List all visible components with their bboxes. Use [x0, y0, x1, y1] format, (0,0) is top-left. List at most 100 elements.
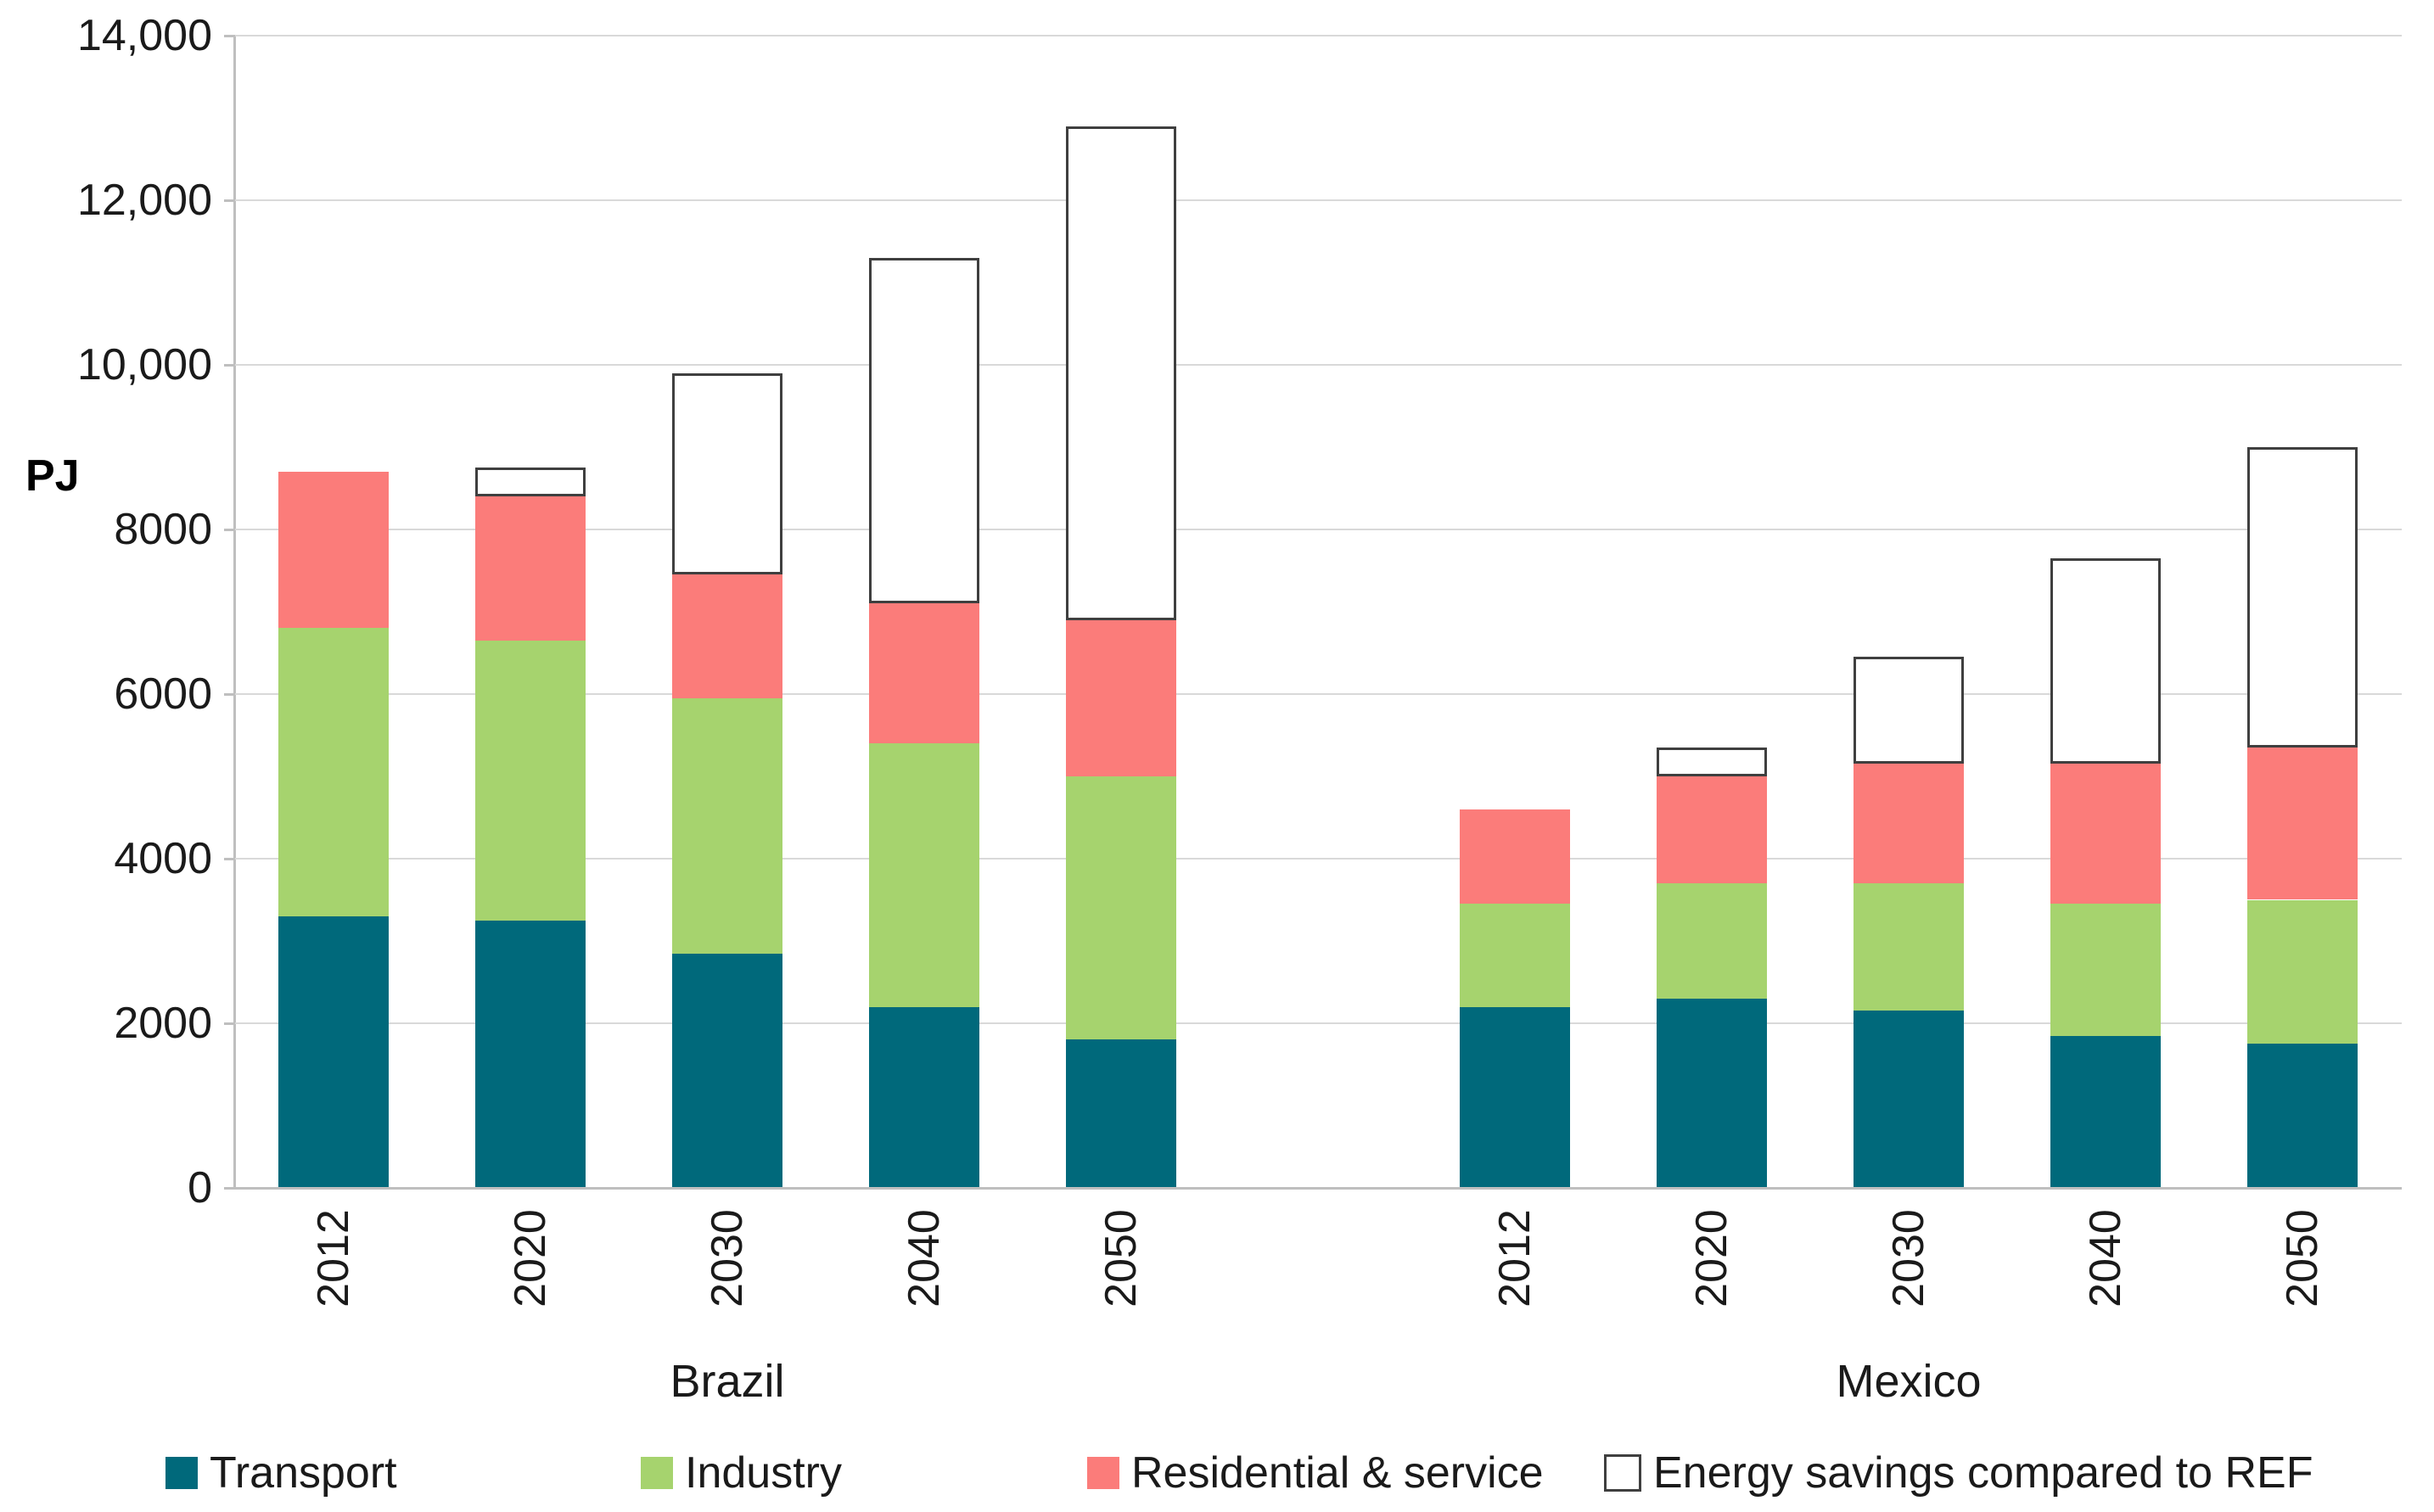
- segment-mexico-2020-industry: [1657, 883, 1767, 999]
- x-tick-label-mexico-2050: 2050: [2278, 1209, 2327, 1308]
- y-axis-line: [233, 36, 236, 1188]
- gridline-10000: [235, 364, 2402, 366]
- segment-mexico-2020-transport: [1657, 998, 1767, 1188]
- x-tick-label-mexico-2040: 2040: [2081, 1209, 2130, 1308]
- group-label-mexico: Mexico: [1836, 1356, 1982, 1407]
- y-axis-unit-label: PJ: [25, 451, 80, 501]
- bar-mexico-2040: [2050, 36, 2161, 1188]
- segment-brazil-2040-residential: [869, 603, 979, 744]
- x-tick-label-brazil-2012: 2012: [309, 1209, 358, 1308]
- segment-brazil-2020-savings: [475, 468, 586, 497]
- bar-brazil-2012: [278, 36, 389, 1188]
- bar-brazil-2040: [869, 36, 979, 1188]
- segment-mexico-2040-residential: [2050, 764, 2161, 904]
- legend-label: Industry: [685, 1448, 842, 1498]
- y-tick-label-14000: 14,000: [76, 11, 212, 60]
- gridline-4000: [235, 858, 2402, 860]
- segment-brazil-2040-savings: [869, 257, 979, 604]
- y-tick-0: [224, 1187, 235, 1190]
- segment-brazil-2050-residential: [1066, 619, 1176, 776]
- segment-mexico-2030-residential: [1854, 764, 1964, 884]
- segment-brazil-2030-savings: [672, 372, 782, 575]
- segment-brazil-2030-residential: [672, 574, 782, 698]
- segment-brazil-2030-industry: [672, 697, 782, 954]
- y-tick-label-12000: 12,000: [76, 176, 212, 225]
- y-tick-label-6000: 6000: [114, 669, 212, 719]
- segment-brazil-2040-industry: [869, 743, 979, 1007]
- energy-savings-swatch-icon: [1604, 1454, 1641, 1492]
- y-tick-6000: [224, 693, 235, 696]
- segment-mexico-2030-transport: [1854, 1011, 1964, 1188]
- segment-mexico-2050-residential: [2247, 748, 2358, 900]
- bar-mexico-2012: [1460, 36, 1570, 1188]
- segment-brazil-2012-transport: [278, 916, 389, 1188]
- segment-brazil-2050-industry: [1066, 776, 1176, 1040]
- bar-mexico-2030: [1854, 36, 1964, 1188]
- segment-mexico-2030-savings: [1854, 657, 1964, 764]
- gridline-2000: [235, 1022, 2402, 1024]
- legend: Transport Industry Residential & service…: [0, 1448, 2434, 1498]
- group-label-brazil: Brazil: [670, 1356, 785, 1407]
- y-tick-12000: [224, 199, 235, 202]
- segment-brazil-2012-residential: [278, 472, 389, 629]
- segment-brazil-2012-industry: [278, 628, 389, 916]
- segment-mexico-2040-industry: [2050, 904, 2161, 1036]
- legend-label: Transport: [210, 1448, 397, 1498]
- y-tick-label-10000: 10,000: [76, 340, 212, 389]
- segment-mexico-2040-transport: [2050, 1035, 2161, 1188]
- x-tick-label-brazil-2020: 2020: [506, 1209, 555, 1308]
- segment-mexico-2020-residential: [1657, 776, 1767, 884]
- legend-item-energy-savings: Energy savings compared to REF: [1604, 1448, 2313, 1498]
- segment-brazil-2050-transport: [1066, 1039, 1176, 1188]
- segment-mexico-2040-savings: [2050, 557, 2161, 764]
- segment-mexico-2050-savings: [2247, 447, 2358, 748]
- bar-brazil-2030: [672, 36, 782, 1188]
- y-tick-label-8000: 8000: [114, 505, 212, 554]
- legend-item-residential: Residential & service: [1087, 1448, 1544, 1498]
- segment-brazil-2030-transport: [672, 953, 782, 1188]
- y-tick-14000: [224, 35, 235, 37]
- gridline-12000: [235, 199, 2402, 201]
- bar-brazil-2050: [1066, 36, 1176, 1188]
- segment-brazil-2020-transport: [475, 920, 586, 1188]
- y-tick-10000: [224, 364, 235, 367]
- x-tick-label-brazil-2040: 2040: [900, 1209, 949, 1308]
- y-tick-label-4000: 4000: [114, 834, 212, 883]
- x-axis-line: [233, 1187, 2402, 1190]
- legend-item-transport: Transport: [165, 1448, 397, 1498]
- x-tick-label-mexico-2030: 2030: [1884, 1209, 1933, 1308]
- segment-mexico-2030-industry: [1854, 883, 1964, 1011]
- bar-mexico-2020: [1657, 36, 1767, 1188]
- segment-brazil-2020-residential: [475, 496, 586, 641]
- y-tick-8000: [224, 529, 235, 531]
- bar-brazil-2020: [475, 36, 586, 1188]
- legend-item-industry: Industry: [641, 1448, 842, 1498]
- segment-brazil-2020-industry: [475, 640, 586, 921]
- x-tick-label-brazil-2030: 2030: [703, 1209, 752, 1308]
- segment-mexico-2012-residential: [1460, 809, 1570, 904]
- y-tick-4000: [224, 858, 235, 860]
- x-tick-label-mexico-2012: 2012: [1490, 1209, 1539, 1308]
- gridline-14000: [235, 35, 2402, 36]
- y-tick-2000: [224, 1022, 235, 1025]
- y-tick-label-2000: 2000: [114, 999, 212, 1048]
- segment-brazil-2040-transport: [869, 1006, 979, 1188]
- x-tick-label-mexico-2020: 2020: [1687, 1209, 1736, 1308]
- bar-mexico-2050: [2247, 36, 2358, 1188]
- x-tick-label-brazil-2050: 2050: [1096, 1209, 1146, 1308]
- residential-swatch-icon: [1087, 1457, 1119, 1489]
- segment-mexico-2050-industry: [2247, 899, 2358, 1044]
- legend-label: Residential & service: [1131, 1448, 1544, 1498]
- gridline-8000: [235, 529, 2402, 530]
- transport-swatch-icon: [165, 1457, 198, 1489]
- industry-swatch-icon: [641, 1457, 673, 1489]
- segment-mexico-2020-savings: [1657, 748, 1767, 776]
- segment-brazil-2050-savings: [1066, 126, 1176, 620]
- segment-mexico-2012-transport: [1460, 1006, 1570, 1188]
- segment-mexico-2012-industry: [1460, 904, 1570, 1007]
- plot-area: [224, 35, 2402, 1190]
- segment-mexico-2050-transport: [2247, 1044, 2358, 1188]
- y-tick-label-0: 0: [188, 1163, 212, 1212]
- legend-label: Energy savings compared to REF: [1653, 1448, 2313, 1498]
